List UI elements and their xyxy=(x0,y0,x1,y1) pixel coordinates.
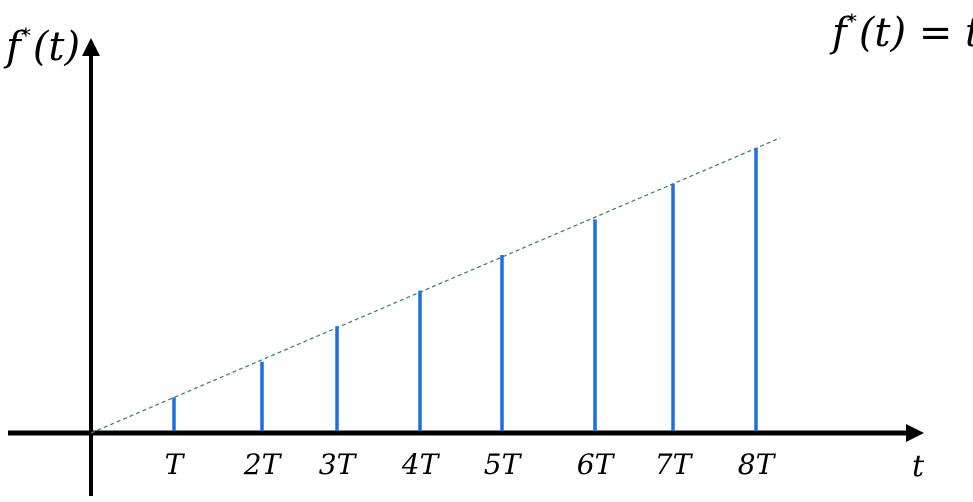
y-axis-label: f*(t) xyxy=(3,23,80,70)
tick-label-7T: 7T xyxy=(655,448,694,481)
equation-star: * xyxy=(847,9,857,33)
envelope-line xyxy=(90,137,781,434)
tick-labels: T 2T 3T 4T 5T 6T 7T 8T xyxy=(165,448,777,481)
y-axis-label-arg: (t) xyxy=(33,24,80,70)
tick-label-8T: 8T xyxy=(738,448,777,481)
tick-label-T: T xyxy=(165,448,186,481)
tick-label-6T: 6T xyxy=(577,448,616,481)
y-axis-arrowhead xyxy=(82,38,100,56)
tick-label-4T: 4T xyxy=(401,448,441,481)
tick-label-2T: 2T xyxy=(243,448,283,481)
impulse-samples xyxy=(172,148,758,431)
tick-label-3T: 3T xyxy=(319,448,358,481)
tick-label-5T: 5T xyxy=(484,448,523,481)
x-axis-arrowhead xyxy=(906,424,924,442)
x-axis-label: t xyxy=(912,449,925,484)
y-axis-label-star: * xyxy=(21,23,31,47)
equation-label: f*(t) = t xyxy=(829,9,973,56)
equation-rest: (t) = t xyxy=(859,10,973,56)
